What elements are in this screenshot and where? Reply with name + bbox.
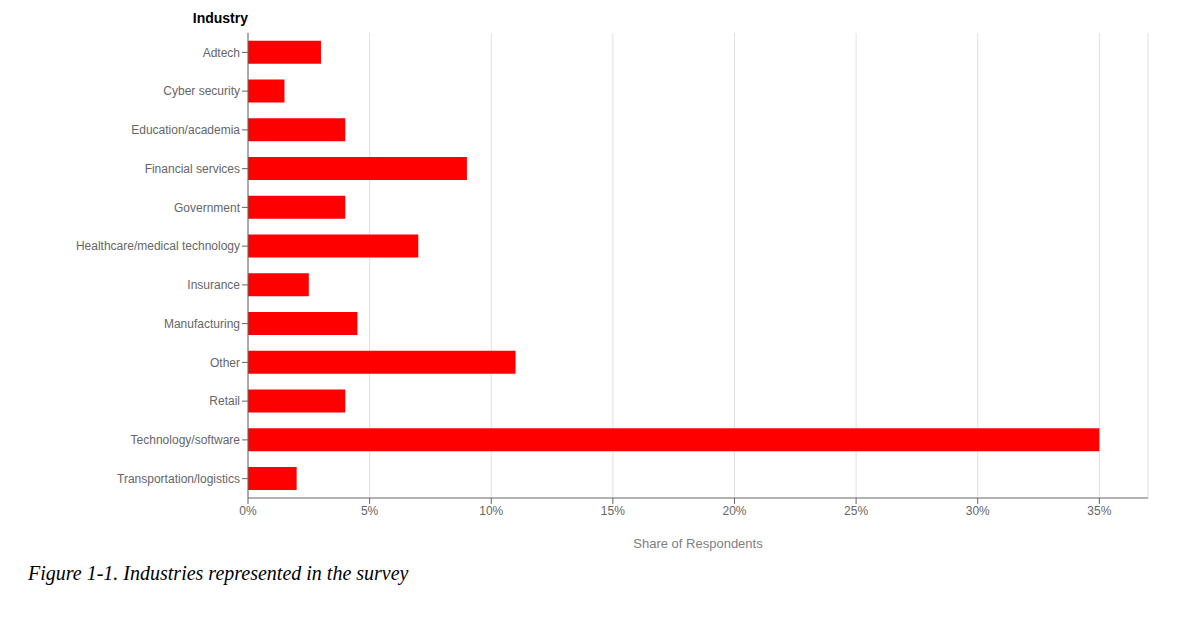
svg-text:25%: 25%	[844, 504, 868, 518]
svg-text:Share of Respondents: Share of Respondents	[633, 536, 763, 551]
svg-text:0%: 0%	[239, 504, 257, 518]
svg-text:10%: 10%	[479, 504, 503, 518]
svg-text:Healthcare/medical technology: Healthcare/medical technology	[76, 239, 240, 253]
svg-text:15%: 15%	[601, 504, 625, 518]
svg-text:Other: Other	[210, 356, 240, 370]
svg-text:30%: 30%	[966, 504, 990, 518]
svg-text:Transportation/logistics: Transportation/logistics	[117, 472, 240, 486]
svg-text:Financial services: Financial services	[145, 162, 240, 176]
svg-text:Adtech: Adtech	[203, 46, 240, 60]
svg-text:Insurance: Insurance	[187, 278, 240, 292]
svg-text:Technology/software: Technology/software	[131, 433, 241, 447]
html-text:Industry: Industry	[192, 10, 248, 26]
html-text:Figure 1-1. Industries represe: Figure 1-1. Industries represented in th…	[28, 562, 409, 584]
svg-text:Education/academia: Education/academia	[131, 123, 240, 137]
svg-text:20%: 20%	[722, 504, 746, 518]
svg-text:Government: Government	[174, 201, 241, 215]
svg-text:5%: 5%	[361, 504, 379, 518]
svg-text:Cyber security: Cyber security	[163, 84, 240, 98]
svg-text:Manufacturing: Manufacturing	[164, 317, 240, 331]
svg-text:35%: 35%	[1087, 504, 1111, 518]
svg-text:Retail: Retail	[209, 394, 240, 408]
